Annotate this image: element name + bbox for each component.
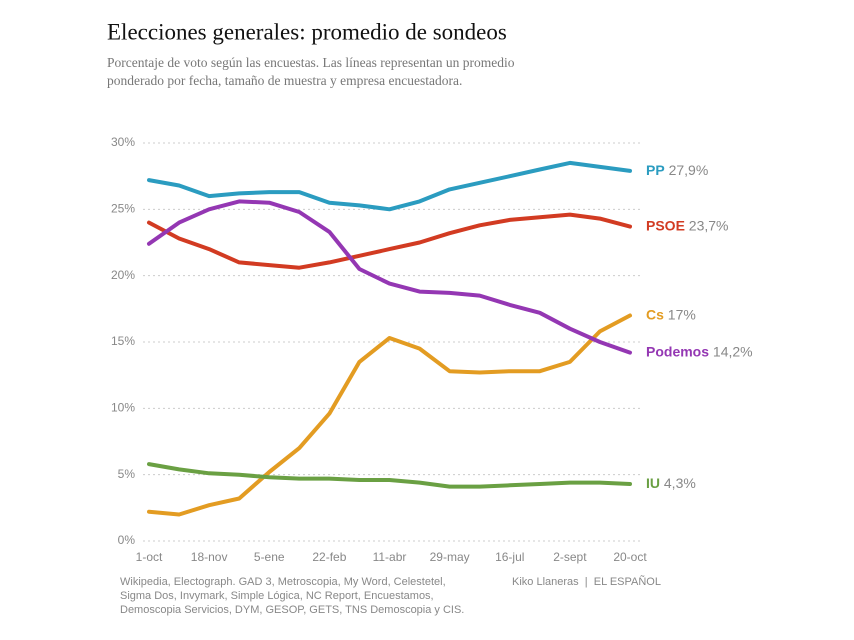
value-label: 14,2% [713,343,753,359]
series-label: PP 27,9% [646,162,708,178]
series-label: Podemos 14,2% [646,343,753,359]
series-line [147,212,632,270]
series-line [147,462,632,489]
source: Demoscopia Servicios, DYM, GESOP, GETS, … [120,604,464,616]
source: Wikipedia, Electograph. GAD 3, Metroscop… [120,576,446,588]
x-tick-label: 16-jul [495,550,524,564]
x-tick-label: 20-oct [613,550,647,564]
chart-title: Elecciones generales: promedio de sondeo… [107,19,507,44]
legend-entry: PSOE [646,217,685,233]
value-label: 23,7% [689,217,729,233]
subtitle: Porcentaje de voto según las encuestas. … [107,55,515,70]
credit: Kiko Llaneras | EL ESPAÑOL [512,575,661,588]
source: Sigma Dos, Invymark, Simple Lógica, NC R… [120,590,434,602]
y-tick-label: 30% [111,135,135,149]
legend-entry: Podemos [646,343,709,359]
series-label: Cs 17% [646,306,696,322]
y-tick-label: 10% [111,401,135,415]
value-label: 4,3% [664,475,696,491]
y-tick-label: 20% [111,268,135,282]
x-tick-label: 29-may [430,550,470,564]
series-label: IU 4,3% [646,475,696,491]
y-tick-label: 25% [111,202,135,216]
series-line [147,199,632,355]
x-tick-label: 1-oct [136,550,163,564]
value-label: 17% [668,306,696,322]
x-tick-label: 22-feb [312,550,346,564]
x-tick-label: 11-abr [373,550,407,564]
series-line [147,313,632,517]
legend-entry: PP [646,162,665,178]
subtitle: ponderado por fecha, tamaño de muestra y… [107,73,462,88]
legend-entry: IU [646,475,660,491]
y-tick-label: 15% [111,334,135,348]
series-line [147,160,632,212]
series-label: PSOE 23,7% [646,217,729,233]
x-tick-label: 5-ene [254,550,285,564]
x-tick-label: 2-sept [553,550,587,564]
legend-entry: Cs [646,306,664,322]
y-tick-label: 0% [118,533,136,547]
x-tick-label: 18-nov [191,550,228,564]
value-label: 27,9% [669,162,709,178]
y-tick-label: 5% [118,467,136,481]
